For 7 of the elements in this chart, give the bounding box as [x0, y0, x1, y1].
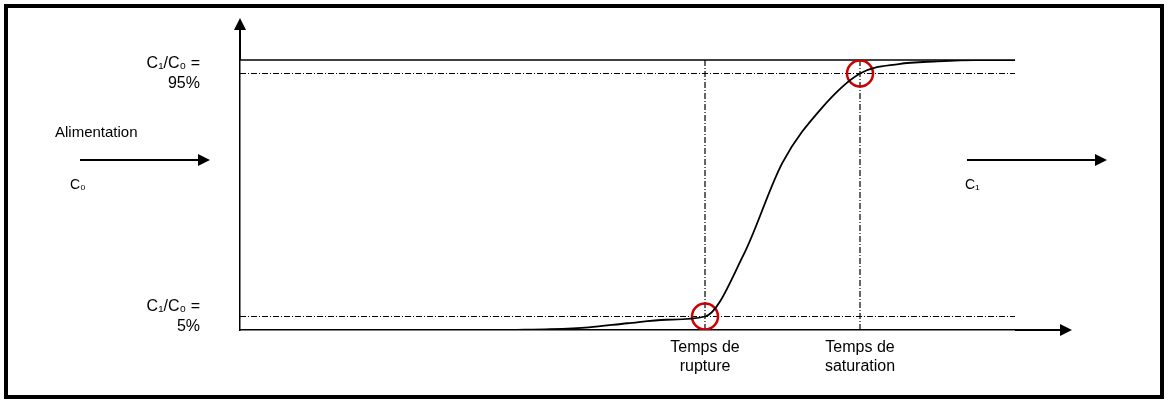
y-tick-label: C₁/C₀ = 5% [146, 297, 200, 334]
annotation: C₁ [965, 176, 980, 192]
y-tick-label: C₁/C₀ = 95% [146, 54, 200, 91]
x-tick-label: Temps de saturation [824, 338, 896, 375]
text: C₀ [70, 176, 86, 192]
x-tick-label: Temps de rupture [670, 338, 740, 375]
text: Alimentation [55, 123, 138, 140]
